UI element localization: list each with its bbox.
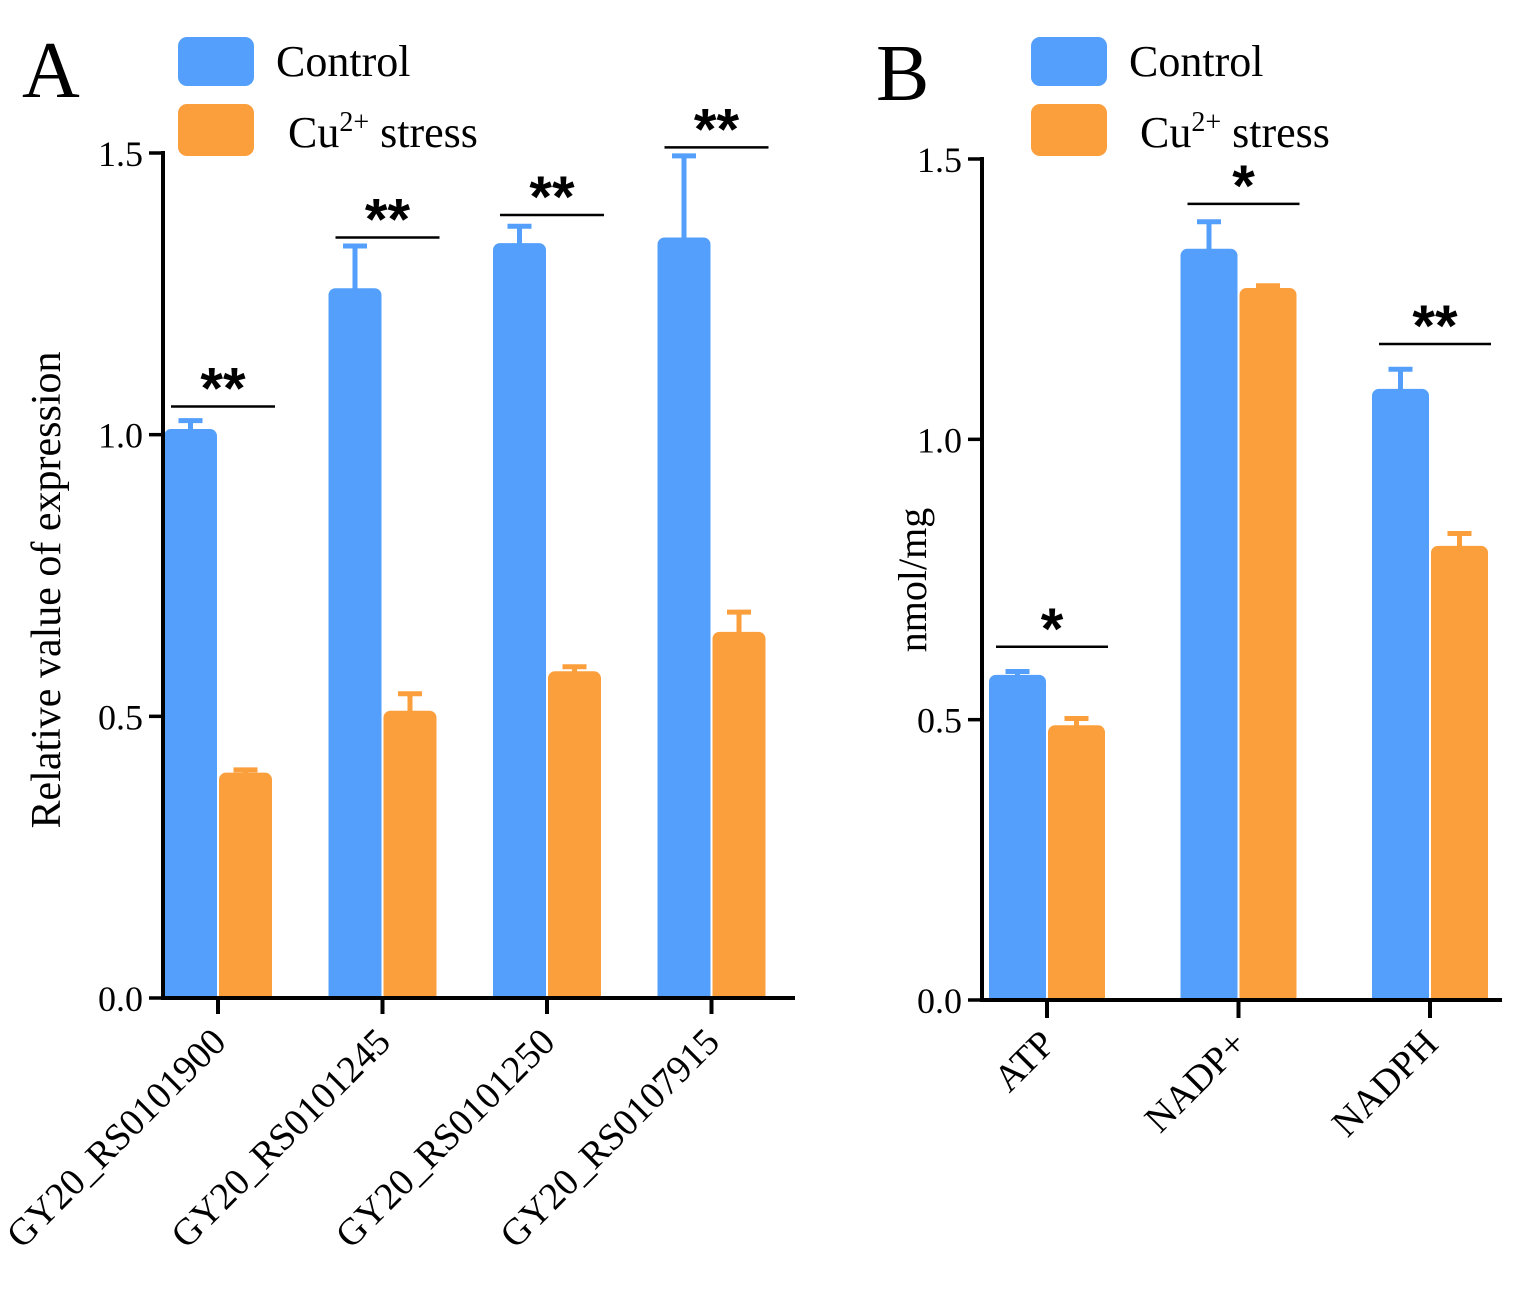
y-tick-label-b-0: 0.0 [917,981,962,1021]
bar-fill-a-2-0 [493,253,546,999]
legend-label-control-b: Control [1129,37,1263,86]
bar-fill-b-0-0 [989,684,1046,1000]
bar-fill-a-0-0 [164,439,217,998]
y-tick-label-a-2: 1.0 [98,416,143,456]
legend-swatch-stress-a [178,104,254,156]
bar-fill-a-3-0 [657,247,711,998]
legend-label-stress-b: Cu2+ stress [1140,107,1330,157]
panel-label-b: B [876,30,929,118]
bar-fill-a-2-1 [548,681,601,998]
bar-fill-b-1-0 [1180,258,1238,1000]
y-axis-label-b: nmol/mg [890,508,935,652]
significance-stars-a-3: ** [694,97,740,162]
legend-swatch-control-a [178,37,254,86]
panel-b: B Control Cu2+ stress nmol/mg * ATP * NADP+… [876,30,1502,1145]
bar-fill-b-2-0 [1372,398,1429,1001]
bar-fill-a-1-1 [383,720,437,998]
plot-area-b: * ATP * NADP+ ** NADPH 0.0 0.5 1.0 1.5 [917,140,1502,1145]
bar-fill-a-3-1 [712,641,766,998]
significance-stars-a-2: ** [529,165,575,230]
y-tick-label-b-1: 0.5 [917,701,962,741]
bar-fill-b-1-1 [1239,297,1297,1000]
bar-fill-b-0-1 [1048,735,1105,1000]
y-tick-label-a-1: 0.5 [98,697,143,737]
panel-label-a: A [22,27,80,115]
panel-a: A Control Cu2+ stress Relative value of … [0,27,795,1256]
significance-stars-b-2: ** [1412,294,1458,359]
significance-stars-b-0: * [1041,597,1064,662]
y-tick-label-b-3: 1.5 [917,140,962,180]
legend-swatch-control-b [1031,37,1107,86]
legend-label-control-a: Control [276,37,410,86]
plot-area-a: **GY20_RS0101900**GY20_RS0101245**GY20_R… [0,97,795,1256]
x-tick-label-b-2: NADPH [1324,1023,1446,1145]
y-tick-label-b-2: 1.0 [917,420,962,460]
significance-stars-b-1: * [1232,154,1255,219]
bar-fill-a-1-0 [328,298,382,998]
y-tick-label-a-3: 1.5 [98,134,143,174]
y-axis-label-a: Relative value of expression [24,351,70,828]
legend-swatch-stress-b [1031,104,1107,156]
legend-label-stress-a: Cu2+ stress [288,107,478,157]
bar-fill-a-0-1 [219,782,272,998]
y-tick-label-a-0: 0.0 [98,979,143,1019]
x-tick-label-b-0: ATP [986,1023,1063,1100]
significance-stars-a-1: ** [365,188,411,253]
x-tick-label-b-1: NADP+ [1137,1023,1255,1141]
legend-b: Control Cu2+ stress [1031,37,1330,157]
legend-a: Control Cu2+ stress [178,37,478,157]
bar-fill-b-2-1 [1431,555,1488,1000]
significance-stars-a-0: ** [200,357,246,422]
